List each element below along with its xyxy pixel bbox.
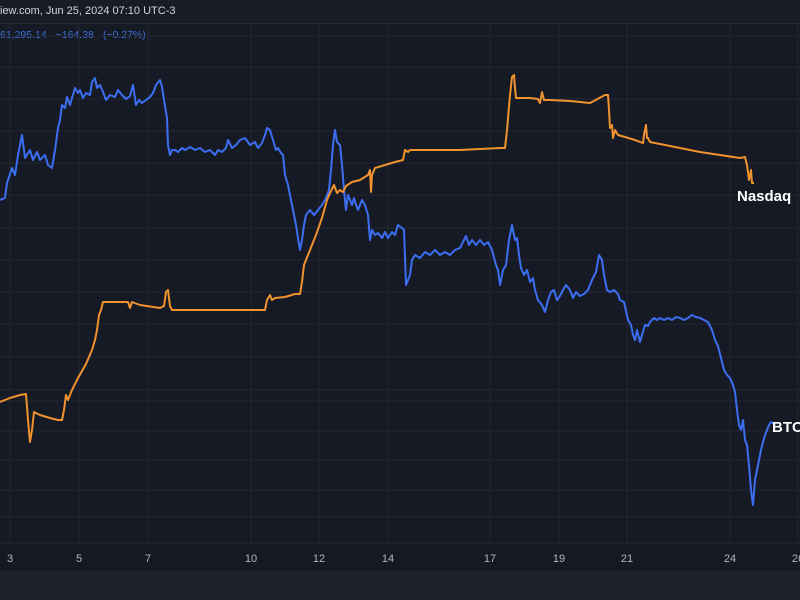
legend-change-pct: (−0.27%) — [102, 29, 146, 41]
nasdaq-line[interactable] — [0, 74, 754, 443]
btc-series-label: BTC — [772, 419, 800, 436]
x-tick-label: 17 — [483, 553, 497, 565]
x-tick-label: 26 — [791, 553, 800, 565]
x-tick-label: 19 — [552, 553, 566, 565]
nasdaq-series-label: Nasdaq — [737, 188, 792, 205]
btc-line[interactable] — [0, 77, 775, 506]
x-tick-label: 7 — [144, 553, 152, 565]
x-tick-label: 3 — [6, 553, 14, 565]
x-tick-label: 14 — [381, 553, 395, 565]
chart-header: iew.com, Jun 25, 2024 07:10 UTC-3 — [0, 0, 800, 24]
bottom-toolbar-strip — [0, 570, 800, 600]
x-tick-label: 24 — [723, 553, 737, 565]
legend-price: 61,295.14 — [0, 29, 47, 41]
x-tick-label: 21 — [620, 553, 634, 565]
x-tick-label: 10 — [244, 553, 258, 565]
gridlines — [0, 24, 800, 545]
series-lines — [0, 74, 775, 506]
chart-plot-area[interactable] — [0, 24, 800, 545]
legend-change: −164.38 — [55, 29, 94, 41]
x-tick-label: 5 — [75, 553, 83, 565]
source-timestamp: iew.com, Jun 25, 2024 07:10 UTC-3 — [0, 5, 176, 17]
price-legend: 61,295.14 −164.38 (−0.27%) — [0, 29, 152, 41]
x-tick-label: 12 — [312, 553, 326, 565]
x-axis[interactable]: 3 5 7 10 12 14 17 19 21 24 26 — [0, 545, 800, 570]
chart-canvas[interactable] — [0, 24, 800, 545]
